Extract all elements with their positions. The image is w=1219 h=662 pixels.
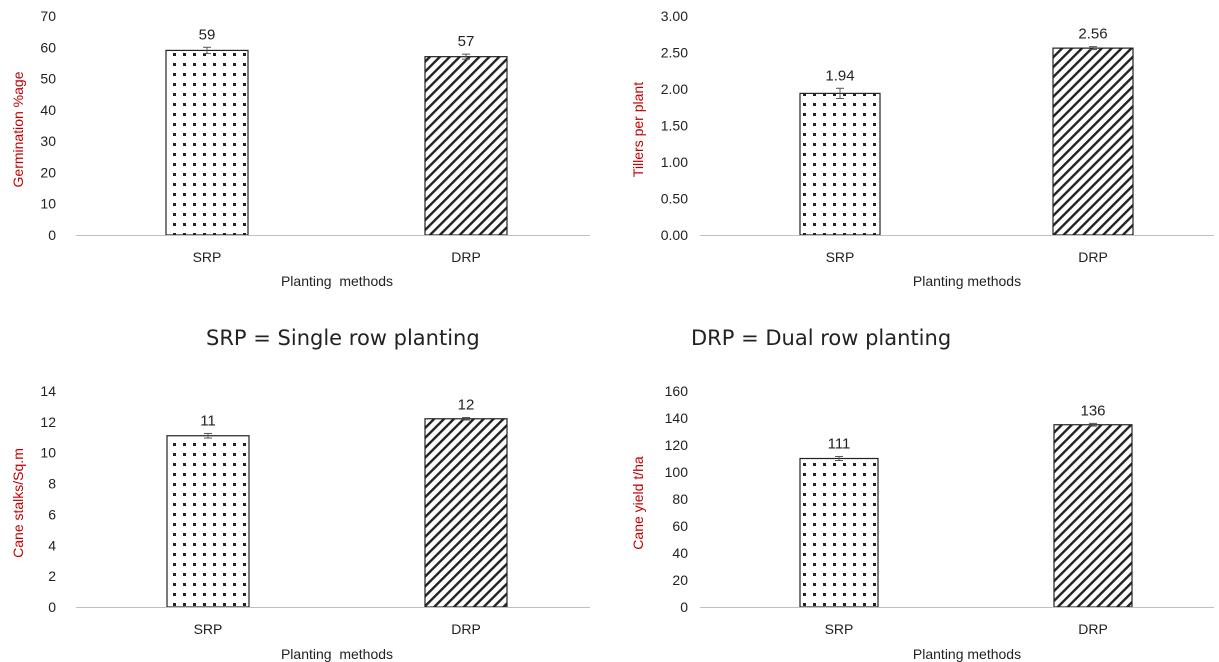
y-tick-label: 50: [40, 71, 56, 87]
x-tick-label: DRP: [1078, 249, 1108, 265]
y-axis-label: Cane yield t/ha: [630, 456, 646, 550]
y-tick-label: 2: [48, 568, 56, 584]
y-tick-label: 14: [40, 383, 56, 399]
x-tick-label: SRP: [826, 249, 855, 265]
chart-panel-2: 0.00 0.50 1.00 1.50 2.00 2.50 3.00 Tillers per …: [630, 8, 1214, 289]
y-tick-label: 10: [40, 445, 56, 461]
data-label: 57: [458, 33, 475, 50]
y-tick-label: 2.50: [661, 45, 688, 61]
x-tick-label: SRP: [194, 621, 223, 637]
y-tick-label: 20: [672, 572, 688, 588]
y-tick-label: 140: [665, 410, 689, 426]
y-tick-label: 120: [665, 437, 689, 453]
x-axis-label: Planting methods: [913, 646, 1021, 662]
bar-drp: [1052, 47, 1134, 236]
x-tick-label: DRP: [451, 621, 481, 637]
y-tick-label: 0.50: [661, 191, 688, 207]
x-tick-label: DRP: [451, 249, 481, 265]
y-tick-label: 0: [680, 599, 688, 615]
y-tick-label: 30: [40, 133, 56, 149]
x-axis-label: Planting methods: [913, 273, 1021, 289]
y-tick-label: 160: [665, 383, 689, 399]
y-tick-label: 60: [672, 518, 688, 534]
y-tick-label: 1.50: [661, 118, 688, 134]
x-tick-label: DRP: [1078, 621, 1108, 637]
data-label: 59: [199, 26, 216, 43]
y-tick-label: 4: [48, 537, 56, 553]
bar-srp: [799, 457, 879, 608]
x-tick-label: SRP: [193, 249, 222, 265]
y-tick-label: 10: [40, 196, 56, 212]
x-axis-label: Planting methods: [281, 646, 393, 662]
y-tick-label: 60: [40, 39, 56, 55]
bar-drp: [1053, 424, 1133, 608]
chart-panel-4: 0 20 40 60 80 100 120 140 160 Cane yield t/ha 111 S…: [630, 383, 1214, 662]
y-axis-label: Germination %age: [10, 71, 26, 187]
y-tick-label: 0.00: [661, 227, 688, 243]
bar-srp: [165, 49, 249, 236]
y-tick-label: 70: [40, 8, 56, 24]
data-label: 2.56: [1078, 26, 1107, 43]
y-tick-label: 80: [672, 491, 688, 507]
data-label: 136: [1080, 402, 1105, 419]
y-tick-label: 3.00: [661, 8, 688, 24]
y-axis-label: Cane stalks/Sq.m: [10, 448, 26, 558]
y-tick-label: 40: [40, 102, 56, 118]
data-label: 12: [458, 397, 475, 414]
legend-drp-note: DRP = Dual row planting: [691, 326, 952, 350]
bar-drp: [424, 56, 508, 236]
bar-drp: [424, 418, 508, 608]
y-tick-label: 2.00: [661, 81, 688, 97]
y-tick-label: 0: [48, 227, 56, 243]
data-label: 11: [200, 412, 216, 429]
y-tick-label: 100: [665, 464, 689, 480]
x-tick-label: SRP: [825, 621, 854, 637]
bar-srp: [799, 92, 881, 236]
y-tick-label: 40: [672, 545, 688, 561]
y-tick-label: 6: [48, 506, 56, 522]
y-tick-label: 0: [48, 599, 56, 615]
y-tick-label: 8: [48, 476, 56, 492]
y-axis-label: Tillers per plant: [630, 82, 646, 177]
y-tick-label: 1.00: [661, 154, 688, 170]
y-tick-label: 20: [40, 164, 56, 180]
bar-srp: [166, 435, 250, 608]
x-axis-label: Planting methods: [281, 273, 393, 289]
chart-panel-1: 0 10 20 30 40 50 60 70 Germination %age 59 SRP 57 DR…: [10, 8, 590, 289]
y-tick-label: 12: [40, 414, 56, 430]
legend-srp-note: SRP = Single row planting: [206, 326, 480, 350]
chart-panel-3: 0 2 4 6 8 10 12 14 Cane stalks/Sq.m 11 SRP 12 DRP Pla…: [10, 383, 590, 662]
data-label: 111: [828, 435, 851, 452]
data-label: 1.94: [825, 67, 854, 84]
